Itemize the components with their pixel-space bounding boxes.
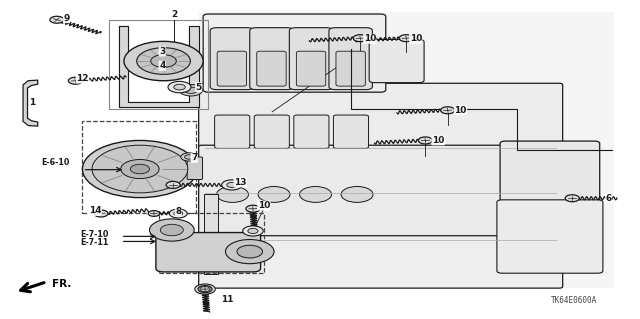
Circle shape <box>216 187 248 202</box>
Text: E-6-10: E-6-10 <box>41 158 69 167</box>
Circle shape <box>173 211 182 216</box>
Circle shape <box>243 226 263 236</box>
FancyBboxPatch shape <box>296 51 326 86</box>
FancyBboxPatch shape <box>214 115 250 148</box>
Polygon shape <box>23 80 38 126</box>
FancyBboxPatch shape <box>336 51 365 86</box>
Text: 10: 10 <box>454 106 467 115</box>
Circle shape <box>441 107 455 114</box>
FancyBboxPatch shape <box>500 141 600 210</box>
FancyBboxPatch shape <box>257 51 286 86</box>
FancyBboxPatch shape <box>198 83 563 152</box>
FancyBboxPatch shape <box>497 200 603 273</box>
Circle shape <box>353 35 367 42</box>
Text: 10: 10 <box>410 34 422 43</box>
Circle shape <box>200 286 210 292</box>
FancyBboxPatch shape <box>210 28 253 90</box>
FancyBboxPatch shape <box>250 28 293 90</box>
Circle shape <box>341 187 373 202</box>
Circle shape <box>68 77 83 84</box>
Bar <box>159 213 264 273</box>
Circle shape <box>565 195 579 202</box>
Circle shape <box>198 286 212 293</box>
Text: 2: 2 <box>172 11 177 19</box>
FancyBboxPatch shape <box>254 115 289 148</box>
Circle shape <box>92 145 188 193</box>
Text: 10: 10 <box>432 136 444 145</box>
Text: 6: 6 <box>605 194 612 203</box>
Text: 7: 7 <box>191 153 197 162</box>
FancyBboxPatch shape <box>156 233 260 272</box>
Circle shape <box>180 153 197 161</box>
Text: E-7-10: E-7-10 <box>81 230 109 239</box>
FancyBboxPatch shape <box>289 28 333 90</box>
Text: E-7-11: E-7-11 <box>81 238 109 247</box>
Circle shape <box>94 210 108 217</box>
Text: 3: 3 <box>159 47 165 56</box>
Circle shape <box>179 85 202 96</box>
FancyBboxPatch shape <box>294 115 329 148</box>
Circle shape <box>300 187 332 202</box>
Circle shape <box>419 137 433 144</box>
FancyBboxPatch shape <box>198 236 563 288</box>
Circle shape <box>121 160 159 179</box>
Text: 10: 10 <box>258 201 270 210</box>
Circle shape <box>399 35 413 42</box>
Circle shape <box>50 16 64 23</box>
Circle shape <box>137 48 190 74</box>
Circle shape <box>258 187 290 202</box>
Circle shape <box>237 245 262 258</box>
FancyBboxPatch shape <box>203 14 386 92</box>
Polygon shape <box>119 26 198 107</box>
Circle shape <box>151 55 176 67</box>
FancyBboxPatch shape <box>198 145 563 244</box>
Text: 1: 1 <box>29 98 36 107</box>
Circle shape <box>225 240 274 264</box>
FancyBboxPatch shape <box>217 51 246 86</box>
Circle shape <box>168 81 191 93</box>
Circle shape <box>173 84 185 90</box>
FancyBboxPatch shape <box>333 115 369 148</box>
Text: 11: 11 <box>221 295 234 304</box>
FancyBboxPatch shape <box>329 28 372 90</box>
Circle shape <box>184 87 197 93</box>
Circle shape <box>184 155 193 159</box>
Circle shape <box>161 224 183 236</box>
Text: 9: 9 <box>63 14 70 23</box>
Circle shape <box>170 209 187 218</box>
FancyBboxPatch shape <box>369 40 424 83</box>
Text: 8: 8 <box>175 207 181 216</box>
Polygon shape <box>204 195 218 274</box>
Text: 13: 13 <box>234 178 246 187</box>
Text: 12: 12 <box>76 74 89 83</box>
Circle shape <box>124 41 203 81</box>
FancyBboxPatch shape <box>187 157 202 180</box>
Text: TK64E0600A: TK64E0600A <box>550 296 596 305</box>
Circle shape <box>195 284 215 294</box>
Circle shape <box>221 180 242 190</box>
Circle shape <box>246 205 260 212</box>
Circle shape <box>166 182 180 189</box>
Polygon shape <box>198 12 614 288</box>
Text: FR.: FR. <box>52 279 71 289</box>
Text: 5: 5 <box>196 83 202 92</box>
Text: 10: 10 <box>364 34 376 43</box>
Bar <box>83 122 196 213</box>
Circle shape <box>248 228 258 234</box>
Circle shape <box>148 211 160 216</box>
Circle shape <box>227 182 237 188</box>
Circle shape <box>131 164 150 174</box>
Text: 4: 4 <box>159 61 166 70</box>
Circle shape <box>83 140 197 197</box>
Text: 14: 14 <box>89 206 102 215</box>
Circle shape <box>150 219 194 241</box>
